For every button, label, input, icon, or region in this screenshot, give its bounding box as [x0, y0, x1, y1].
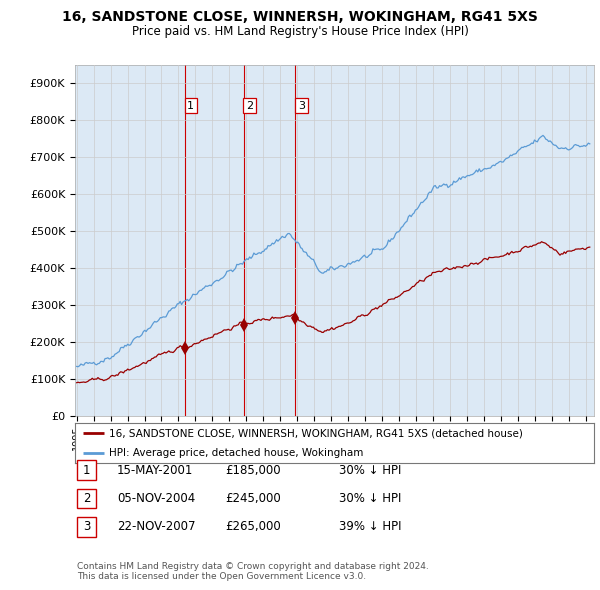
Text: 1: 1 [83, 464, 90, 477]
Text: 2: 2 [83, 492, 90, 505]
Text: Price paid vs. HM Land Registry's House Price Index (HPI): Price paid vs. HM Land Registry's House … [131, 25, 469, 38]
Text: 2: 2 [246, 100, 253, 110]
Text: £185,000: £185,000 [225, 464, 281, 477]
Text: £265,000: £265,000 [225, 520, 281, 533]
Text: This data is licensed under the Open Government Licence v3.0.: This data is licensed under the Open Gov… [77, 572, 366, 581]
Text: 39% ↓ HPI: 39% ↓ HPI [339, 520, 401, 533]
Text: £245,000: £245,000 [225, 492, 281, 505]
Text: Contains HM Land Registry data © Crown copyright and database right 2024.: Contains HM Land Registry data © Crown c… [77, 562, 428, 571]
Text: HPI: Average price, detached house, Wokingham: HPI: Average price, detached house, Woki… [109, 448, 363, 458]
Text: 15-MAY-2001: 15-MAY-2001 [117, 464, 193, 477]
Text: 3: 3 [298, 100, 305, 110]
Text: 16, SANDSTONE CLOSE, WINNERSH, WOKINGHAM, RG41 5XS: 16, SANDSTONE CLOSE, WINNERSH, WOKINGHAM… [62, 10, 538, 24]
Text: 30% ↓ HPI: 30% ↓ HPI [339, 492, 401, 505]
Text: 1: 1 [187, 100, 194, 110]
Text: 16, SANDSTONE CLOSE, WINNERSH, WOKINGHAM, RG41 5XS (detached house): 16, SANDSTONE CLOSE, WINNERSH, WOKINGHAM… [109, 428, 523, 438]
Text: 3: 3 [83, 520, 90, 533]
Text: 30% ↓ HPI: 30% ↓ HPI [339, 464, 401, 477]
Text: 05-NOV-2004: 05-NOV-2004 [117, 492, 195, 505]
Text: 22-NOV-2007: 22-NOV-2007 [117, 520, 196, 533]
